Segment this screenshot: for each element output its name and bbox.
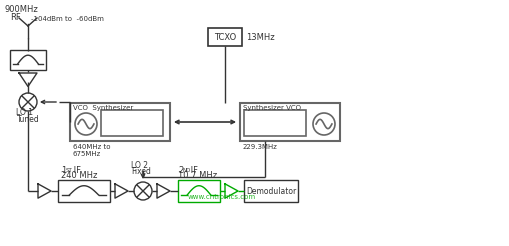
Text: 13MHz: 13MHz	[245, 32, 274, 42]
Text: ND: ND	[183, 168, 191, 173]
Text: ST: ST	[66, 168, 73, 173]
Bar	[58, 180, 110, 202]
Text: 229.3MHz: 229.3MHz	[242, 144, 277, 150]
Text: Demodulator: Demodulator	[245, 186, 296, 196]
Text: Synthesizer VCO: Synthesizer VCO	[242, 105, 300, 111]
Text: www.cntronics.com: www.cntronics.com	[188, 194, 256, 200]
Bar	[240, 103, 340, 141]
Text: TCXO: TCXO	[213, 32, 236, 42]
Text: 10.7 MHz: 10.7 MHz	[178, 171, 217, 180]
Text: RF: RF	[10, 13, 21, 22]
Text: IF: IF	[188, 166, 197, 175]
Bar	[178, 180, 219, 202]
Text: 2: 2	[178, 166, 183, 175]
Text: VCO  Synthesizer: VCO Synthesizer	[73, 105, 133, 111]
Text: 675MHz: 675MHz	[73, 151, 101, 157]
Text: LO 1: LO 1	[16, 108, 33, 117]
Bar	[101, 110, 163, 136]
Text: Tuned: Tuned	[17, 115, 40, 124]
Bar	[10, 50, 46, 70]
Text: 640MHz to: 640MHz to	[73, 144, 110, 150]
Bar	[243, 110, 305, 136]
Text: -104dBm to  -60dBm: -104dBm to -60dBm	[31, 16, 104, 22]
Text: 240 MHz: 240 MHz	[61, 171, 97, 180]
Bar	[70, 103, 169, 141]
Text: LO 2: LO 2	[131, 161, 148, 170]
Text: Fixed: Fixed	[131, 167, 151, 176]
Text: IF: IF	[71, 166, 81, 175]
Bar	[208, 28, 242, 46]
Text: 900MHz: 900MHz	[5, 5, 39, 14]
Text: 1: 1	[61, 166, 66, 175]
Bar	[243, 180, 297, 202]
